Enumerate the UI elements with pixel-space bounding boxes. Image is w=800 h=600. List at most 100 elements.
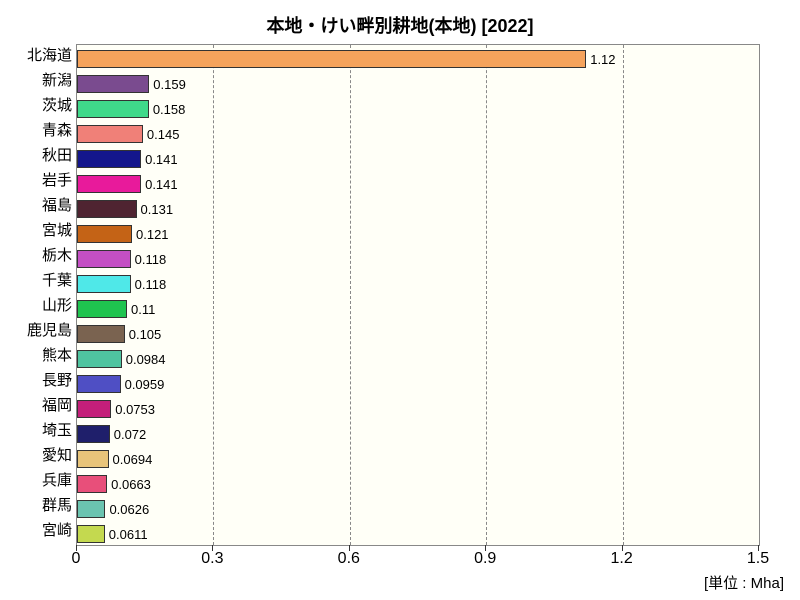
y-label: 栃木 [2,245,72,267]
grid-line [350,45,351,545]
grid-line [486,45,487,545]
bar-value-label: 0.145 [147,127,180,142]
bar-row: 0.159 [77,73,186,95]
bar-value-label: 0.072 [114,427,147,442]
x-tick-label: 0.9 [474,550,496,568]
y-label: 福岡 [2,395,72,417]
x-tick-mark [349,545,350,551]
bar-row: 0.0959 [77,373,164,395]
bar-value-label: 0.158 [153,102,186,117]
bar-value-label: 0.11 [131,302,155,317]
bar-row: 0.145 [77,123,179,145]
bar [77,250,131,268]
bar [77,50,586,68]
bar-row: 0.0663 [77,473,151,495]
bar [77,375,121,393]
x-tick-label: 1.2 [610,550,632,568]
y-label: 北海道 [2,45,72,67]
chart-container: 本地・けい畔別耕地(本地) [2022] 1.12 0.159 0.158 0.145… [0,0,800,600]
y-label: 秋田 [2,145,72,167]
bar [77,300,127,318]
bar-value-label: 0.159 [153,77,186,92]
bar [77,500,105,518]
x-tick-mark [76,545,77,551]
y-label: 愛知 [2,445,72,467]
bar-value-label: 0.0984 [126,352,166,367]
bar-value-label: 0.141 [145,152,178,167]
bar-value-label: 0.141 [145,177,178,192]
y-label: 埼玉 [2,420,72,442]
bar-value-label: 0.0663 [111,477,151,492]
bar-value-label: 0.121 [136,227,169,242]
bar-row: 0.141 [77,173,178,195]
bar-row: 0.158 [77,98,185,120]
unit-label: [単位 : Mha] [704,572,784,593]
bar [77,400,111,418]
bar [77,225,132,243]
x-tick-mark [212,545,213,551]
bar [77,125,143,143]
bar [77,450,109,468]
bar-value-label: 1.12 [590,52,615,67]
y-label: 茨城 [2,95,72,117]
bar-value-label: 0.0626 [109,502,149,517]
x-tick-label: 0 [72,550,81,568]
x-tick-label: 1.5 [747,550,769,568]
bar [77,100,149,118]
bar-value-label: 0.0959 [125,377,165,392]
y-label: 群馬 [2,495,72,517]
x-tick-mark [622,545,623,551]
y-label: 兵庫 [2,470,72,492]
y-label: 福島 [2,195,72,217]
y-label: 岩手 [2,170,72,192]
x-tick-label: 0.3 [201,550,223,568]
bar [77,175,141,193]
bar-row: 0.118 [77,248,166,270]
bar-value-label: 0.118 [135,252,167,267]
bar [77,325,125,343]
bar-row: 0.131 [77,198,173,220]
bar-row: 0.0611 [77,523,148,545]
bar-value-label: 0.118 [135,277,167,292]
plot-area: 1.12 0.159 0.158 0.145 0.141 0.141 0.131 0.121 0… [76,44,760,546]
x-tick-label: 0.6 [338,550,360,568]
bar-row: 0.11 [77,298,155,320]
y-label: 長野 [2,370,72,392]
grid-line [213,45,214,545]
bar-row: 0.118 [77,273,166,295]
bar-row: 0.141 [77,148,178,170]
y-label: 新潟 [2,70,72,92]
bar-row: 0.072 [77,423,146,445]
chart-title: 本地・けい畔別耕地(本地) [2022] [0,0,800,46]
y-label: 山形 [2,295,72,317]
bar [77,425,110,443]
bar [77,525,105,543]
bar [77,150,141,168]
bar-value-label: 0.0753 [115,402,155,417]
bar-value-label: 0.0611 [109,527,148,542]
bar-row: 0.121 [77,223,169,245]
bar-value-label: 0.131 [141,202,174,217]
bar [77,475,107,493]
y-label: 鹿児島 [2,320,72,342]
bar [77,200,137,218]
x-tick-mark [758,545,759,551]
bar-row: 0.0753 [77,398,155,420]
y-label: 青森 [2,120,72,142]
grid-line [623,45,624,545]
bar-row: 1.12 [77,48,616,70]
bar-row: 0.0626 [77,498,149,520]
bar-row: 0.0694 [77,448,152,470]
y-label: 宮崎 [2,520,72,542]
bar [77,350,122,368]
bar [77,75,149,93]
x-tick-mark [485,545,486,551]
bar-row: 0.0984 [77,348,166,370]
bar-value-label: 0.105 [129,327,162,342]
y-label: 熊本 [2,345,72,367]
bar-row: 0.105 [77,323,161,345]
y-label: 千葉 [2,270,72,292]
bar [77,275,131,293]
y-label: 宮城 [2,220,72,242]
bar-value-label: 0.0694 [113,452,153,467]
